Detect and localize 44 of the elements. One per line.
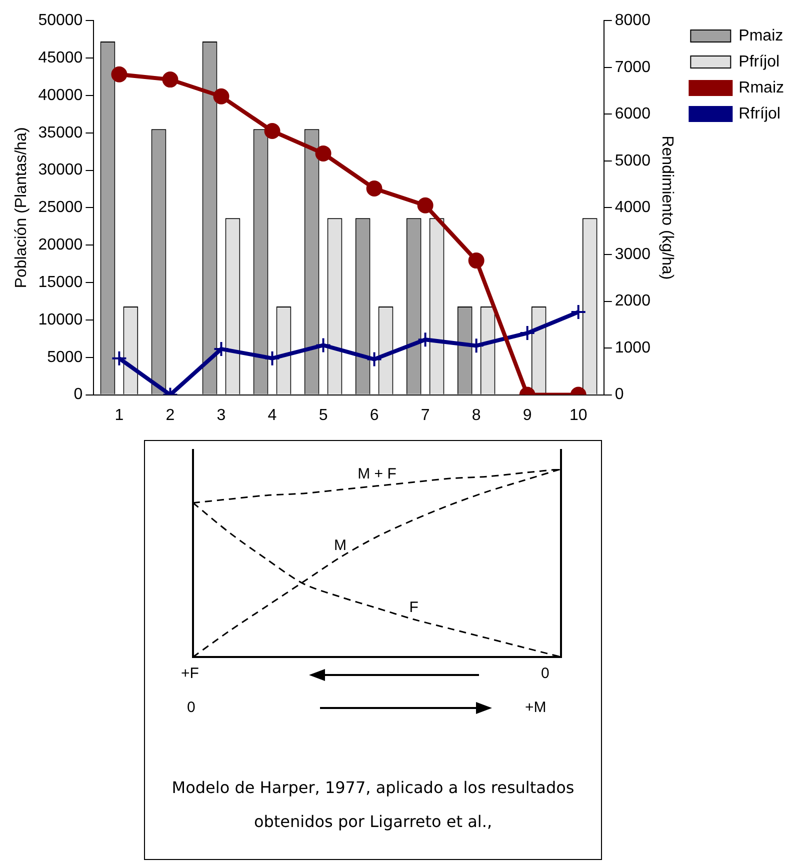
y-tick-label: 45000 — [38, 49, 83, 66]
x-tick-label: 5 — [318, 406, 328, 424]
y-tick-label: 35000 — [38, 124, 83, 142]
y-tick-label: 50000 — [38, 12, 83, 30]
y-tick-label: 25000 — [38, 199, 83, 216]
legend-label: Pfríjol — [738, 53, 780, 70]
x-tick-label: 6 — [370, 406, 379, 424]
x-tick-label: 8 — [472, 406, 481, 424]
y-tick-label: 15000 — [38, 274, 83, 291]
y2-tick-label: 4000 — [614, 199, 651, 216]
legend-label: Rmaiz — [738, 79, 784, 96]
y-tick-label: 5000 — [47, 348, 83, 366]
y2-tick-label: 1000 — [614, 339, 651, 356]
text: Modelo de Harper, 1977, aplicado a los resultados obtenidos por Ligarreto et al., — [170, 777, 576, 833]
legend-label: Pmaiz — [738, 27, 784, 44]
y2-tick-label: 3000 — [614, 246, 651, 263]
y-tick-label: 40000 — [38, 86, 83, 104]
y2-tick-label: 7000 — [614, 58, 651, 76]
x-tick-label: 3 — [216, 406, 226, 424]
y-tick-label: 0 — [74, 386, 83, 404]
y-tick-label: 30000 — [38, 162, 83, 179]
series-label: F — [409, 599, 418, 616]
y2-tick-label: 2000 — [614, 292, 651, 310]
y-axis-title: Población (Plantas/ha) — [13, 127, 30, 288]
x-tick-label: 2 — [166, 406, 175, 424]
text: 0 — [541, 665, 550, 682]
text: 0 — [187, 699, 196, 716]
x-tick-label: 7 — [420, 406, 430, 424]
y2-tick-label: 0 — [614, 386, 624, 404]
x-tick-label: 9 — [522, 406, 532, 424]
y2-tick-label: 6000 — [614, 106, 651, 123]
y2-tick-label: 8000 — [614, 12, 651, 30]
y2-axis-title: Rendimiento (kg/ha) — [658, 136, 676, 280]
series-label: M — [334, 537, 346, 554]
y2-tick-label: 5000 — [614, 152, 651, 170]
legend-label: Rfríjol — [738, 105, 780, 122]
x-tick-label: 1 — [114, 406, 124, 424]
y-tick-label: 20000 — [38, 236, 83, 254]
series-label: M + F — [358, 466, 396, 483]
text: +F — [181, 665, 199, 682]
x-tick-label: 4 — [268, 406, 277, 424]
text: +M — [525, 699, 546, 716]
y-tick-label: 10000 — [38, 311, 83, 328]
x-tick-label: 10 — [569, 406, 588, 424]
